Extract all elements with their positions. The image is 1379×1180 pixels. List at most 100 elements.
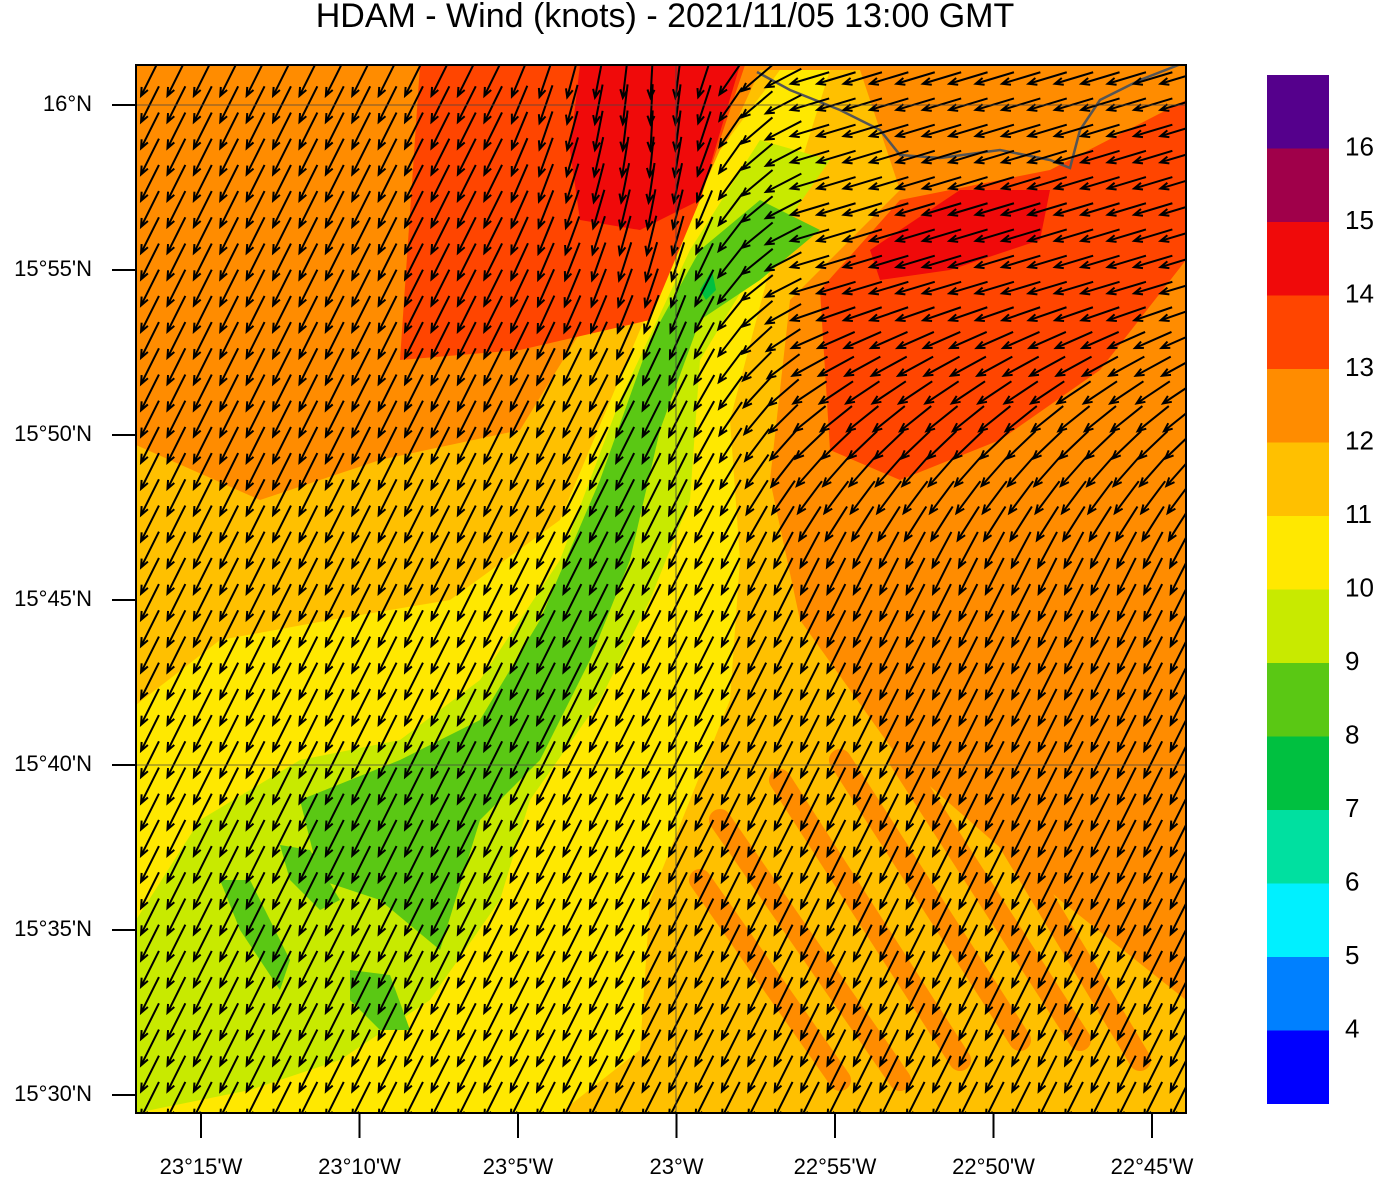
- wind-arrow: [271, 269, 292, 308]
- wind-arrow: [641, 793, 662, 832]
- wind-arrow: [826, 871, 847, 911]
- wind-arrow: [973, 202, 1015, 217]
- field-stripes: [689, 749, 1151, 1091]
- wind-arrow: [456, 347, 477, 387]
- wind-arrow: [788, 254, 830, 270]
- wind-arrow: [245, 295, 266, 334]
- wind-arrow: [999, 97, 1041, 112]
- wind-arrow: [324, 374, 345, 413]
- wind-arrow: [219, 452, 240, 492]
- wind-arrow: [245, 950, 266, 989]
- wind-arrow: [192, 845, 213, 885]
- wind-arrow: [456, 819, 477, 858]
- wind-arrow: [1037, 662, 1058, 701]
- wind-arrow: [403, 662, 424, 701]
- wind-arrow: [403, 164, 424, 203]
- wind-arrow: [1061, 505, 1086, 543]
- wind-arrow: [271, 85, 292, 125]
- wind-arrow: [815, 331, 856, 350]
- wind-arrow: [219, 688, 240, 727]
- wind-arrow: [192, 662, 213, 701]
- wind-arrow: [792, 405, 827, 433]
- wind-arrow: [615, 452, 636, 492]
- wind-arrow: [694, 557, 715, 596]
- wind-arrow: [1054, 355, 1093, 378]
- wind-arrow: [740, 65, 774, 93]
- coastline: [756, 65, 1182, 170]
- lon-label: 22°50'W: [952, 1154, 1035, 1179]
- wind-arrow: [641, 740, 662, 780]
- wind-arrow: [852, 924, 873, 963]
- wind-arrow: [1037, 636, 1058, 675]
- wind-arrow: [192, 714, 213, 754]
- wind-arrow: [875, 480, 902, 516]
- wind-arrow: [615, 871, 636, 911]
- wind-arrow: [536, 1081, 556, 1113]
- wind-arrow: [562, 767, 583, 806]
- wind-arrow: [946, 123, 988, 139]
- wind-arrow: [351, 295, 372, 334]
- wind-arrow: [351, 85, 372, 125]
- wind-arrow: [747, 898, 768, 937]
- wind-arrow: [535, 793, 556, 832]
- wind-arrow: [879, 767, 900, 806]
- wind-arrow: [403, 452, 424, 492]
- wind-arrow: [166, 269, 187, 308]
- wind-arrow: [905, 793, 926, 832]
- wind-arrow: [588, 688, 609, 727]
- wind-arrow: [166, 819, 187, 858]
- wind-arrow: [773, 898, 794, 937]
- wind-arrow: [852, 1002, 873, 1042]
- wind-arrow: [693, 374, 716, 413]
- wind-arrow: [773, 740, 794, 780]
- wind-arrow: [351, 216, 372, 256]
- wind-arrow: [219, 1029, 240, 1068]
- wind-arrow: [456, 269, 477, 308]
- wind-arrow: [826, 1081, 847, 1113]
- wind-arrow: [591, 163, 605, 205]
- wind-arrow: [537, 111, 554, 152]
- field-8-9: [300, 200, 820, 950]
- wind-arrow: [747, 740, 768, 780]
- wind-arrow: [1090, 898, 1111, 937]
- wind-arrow: [717, 166, 744, 202]
- wind-arrow: [219, 793, 240, 832]
- wind-arrow: [562, 688, 583, 727]
- wind-arrow: [958, 924, 979, 963]
- wind-arrow: [377, 190, 398, 230]
- wind-arrow: [773, 1029, 794, 1068]
- wind-arrow: [1111, 455, 1141, 488]
- wind-arrow: [509, 950, 530, 989]
- wind-arrow: [822, 480, 850, 516]
- wind-arrow: [139, 138, 160, 177]
- wind-arrow: [403, 400, 424, 439]
- wind-arrow: [1143, 740, 1164, 780]
- wind-arrow: [720, 609, 741, 649]
- wind-arrow: [271, 871, 292, 911]
- wind-arrow: [271, 216, 292, 256]
- wind-arrow: [456, 950, 477, 989]
- wind-arrow: [245, 714, 266, 754]
- wind-arrow: [509, 924, 530, 963]
- wind-arrow: [841, 71, 883, 86]
- wind-arrow: [562, 321, 582, 361]
- wind-arrow: [984, 1055, 1005, 1094]
- wind-arrow: [1135, 405, 1170, 433]
- wind-arrow: [192, 400, 213, 439]
- wind-arrow: [562, 793, 583, 832]
- wind-arrow: [826, 767, 847, 806]
- wind-arrow: [615, 609, 636, 649]
- wind-arrow: [324, 295, 345, 334]
- wind-arrow: [324, 845, 345, 885]
- wind-arrow: [219, 1002, 240, 1042]
- wind-arrow: [509, 662, 530, 701]
- wind-arrow: [377, 662, 398, 701]
- wind-arrow: [483, 321, 504, 361]
- wind-arrow: [845, 405, 880, 433]
- wind-arrow: [788, 97, 830, 112]
- wind-arrow: [430, 950, 451, 989]
- wind-arrow: [641, 1081, 662, 1113]
- lon-label: 22°55'W: [794, 1154, 877, 1179]
- wind-arrow: [1063, 950, 1084, 989]
